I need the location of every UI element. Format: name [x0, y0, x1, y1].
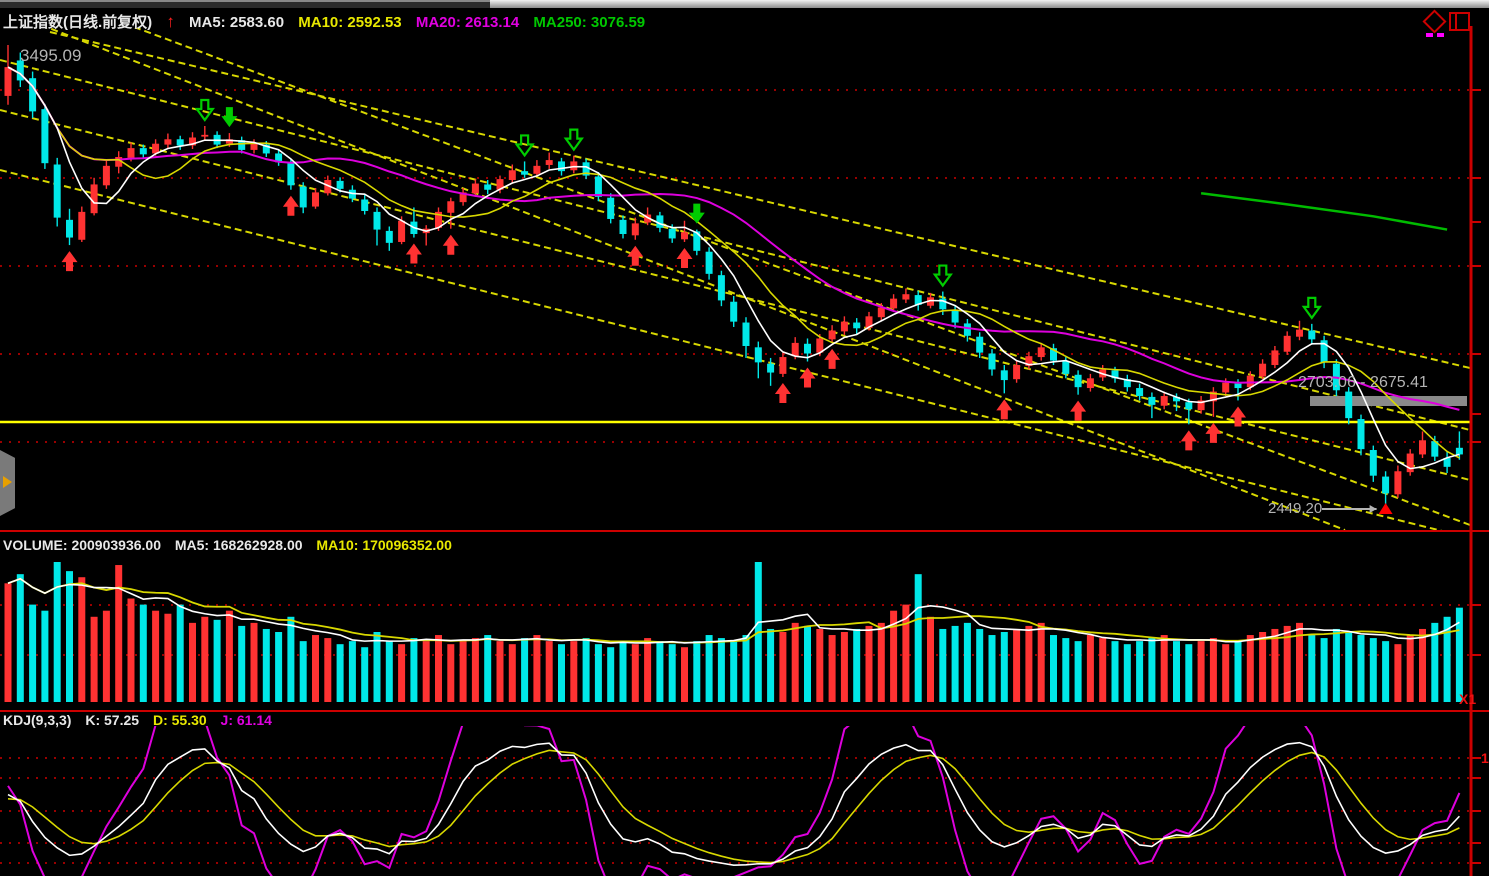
- volume-value: VOLUME: 200903936.00: [3, 537, 161, 553]
- low-price-label: 2449.20: [1268, 500, 1323, 517]
- kdj-k-value: K: 57.25: [85, 712, 140, 728]
- main-chart-header: 上证指数(日线.前复权) ↑ MA5: 2583.60 MA10: 2592.5…: [3, 11, 655, 32]
- magenta-indicator-dot: [1426, 33, 1433, 37]
- split-window-divider: [1455, 14, 1457, 29]
- ma250-value: MA250: 3076.59: [533, 14, 646, 31]
- title-strip-light: [490, 0, 1489, 8]
- kdj-j-value: J: 61.14: [220, 712, 272, 728]
- magenta-indicator-dot: [1437, 33, 1444, 37]
- title-strip-dark: [0, 0, 490, 8]
- volume-axis-scale-label: X1: [1459, 691, 1477, 707]
- trend-up-arrow-icon: ↑: [166, 12, 175, 31]
- range-label: 2703.06 - 2675.41: [1298, 374, 1428, 391]
- kdj-d-value: D: 55.30: [152, 712, 207, 728]
- title-strip: [0, 0, 1489, 8]
- expand-arrow-icon: [3, 476, 12, 488]
- instrument-title: 上证指数(日线.前复权): [3, 14, 153, 31]
- ma20-value: MA20: 2613.14: [415, 14, 520, 31]
- volume-ma10-value: MA10: 170096352.00: [316, 537, 452, 553]
- ma5-value: MA5: 2583.60: [189, 14, 285, 31]
- kdj-axis-label-clipped: 1: [1481, 750, 1489, 766]
- panel-expand-tab[interactable]: [0, 450, 15, 516]
- peak-price-label: 3495.09: [20, 46, 82, 65]
- kdj-header: KDJ(9,3,3) K: 57.25 D: 55.30 J: 61.14: [3, 712, 282, 728]
- split-window-icon[interactable]: [1449, 12, 1470, 31]
- kdj-name: KDJ(9,3,3): [3, 712, 72, 728]
- ma10-value: MA10: 2592.53: [298, 14, 402, 31]
- volume-ma5-value: MA5: 168262928.00: [174, 537, 303, 553]
- volume-header: VOLUME: 200903936.00 MA5: 168262928.00 M…: [3, 537, 462, 553]
